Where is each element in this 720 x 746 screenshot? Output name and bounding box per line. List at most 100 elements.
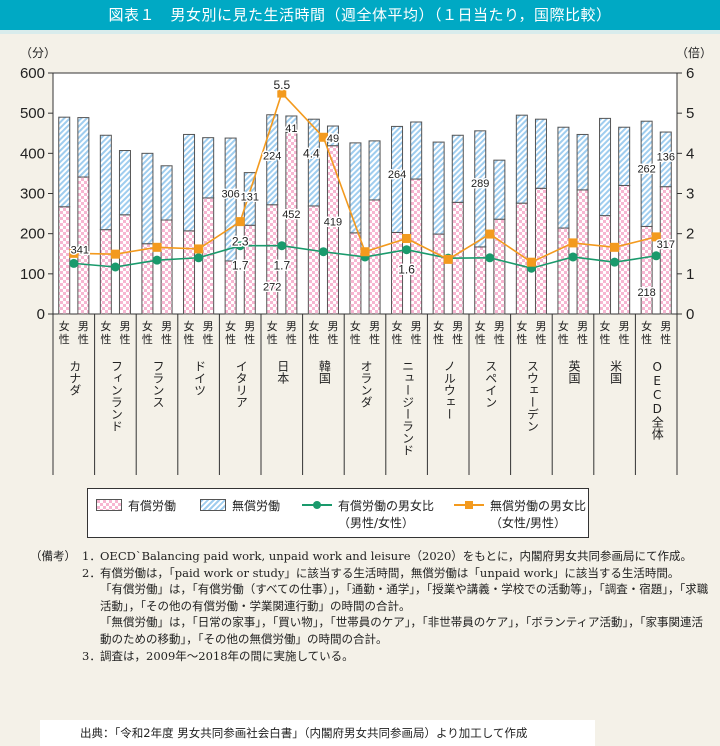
sex-label: 性 <box>619 332 630 346</box>
country-label: スペイン <box>483 360 498 408</box>
bar-unpaid-male <box>202 137 215 199</box>
bar-unpaid-female <box>515 114 528 204</box>
bar-paid-female <box>141 243 154 315</box>
paid-ratio-point <box>194 253 204 263</box>
bar-paid-male <box>618 184 631 315</box>
paid-ratio-point <box>402 245 412 255</box>
sex-label: 性 <box>577 332 588 346</box>
data-label: 1.6 <box>398 263 415 277</box>
left-axis-tick-label: 200 <box>20 226 45 243</box>
sex-label: 男 <box>452 320 463 333</box>
legend-item-paid-ratio: 有償労働の男女比 （男性/女性） <box>302 497 434 531</box>
sex-label: 性 <box>203 332 214 346</box>
note-2-paid-definition: 「有償労働」は，「有償労働（すべての仕事）」，「通勤・通学」，「授業や講義・学校… <box>100 582 709 613</box>
sex-label: 女 <box>100 319 111 333</box>
bar-unpaid-female <box>391 125 404 233</box>
sex-label: 性 <box>350 332 361 346</box>
legend-unpaid-ratio-line2: （女性/男性） <box>490 516 567 530</box>
unpaid-swatch <box>200 499 226 511</box>
country-label: イタリア <box>234 360 249 408</box>
right-axis-tick-label: 3 <box>686 186 694 203</box>
unpaid-ratio-point <box>152 242 162 252</box>
sex-label: 男 <box>660 320 671 333</box>
left-axis-tick-label: 300 <box>20 186 45 203</box>
sex-label: 女 <box>267 319 278 333</box>
right-axis-unit: （倍） <box>676 45 712 60</box>
bar-paid-female <box>99 229 112 315</box>
sex-label: 性 <box>267 332 278 346</box>
bar-unpaid-male <box>493 159 506 220</box>
data-label: 262 <box>637 164 655 176</box>
bar-paid-male <box>326 145 339 315</box>
legend-item-unpaid-ratio: 無償労働の男女比 （女性/男性） <box>454 497 586 531</box>
country-label: ドイツ <box>192 360 207 396</box>
country-label: 英国 <box>567 360 581 384</box>
unpaid-ratio-point <box>526 257 536 267</box>
unpaid-ratio-point <box>194 244 204 254</box>
data-label: 218 <box>637 287 655 299</box>
note-text: 有償労働は，「paid work or study」に該当する生活時間，無償労働… <box>100 565 680 580</box>
green-circle-line-icon <box>302 497 332 511</box>
country-label: ニュージーランド <box>400 360 415 456</box>
chart: （分） （倍） 0 100 200 300 400 500 600 0 1 2 3 4 5 6 341 30… <box>20 45 712 475</box>
bar-unpaid-female <box>474 130 487 248</box>
sex-label: 女 <box>641 319 652 333</box>
bar-unpaid-male <box>451 134 464 203</box>
note-text: OECD`Balancing paid work, unpaid work an… <box>100 549 692 563</box>
bar-paid-female <box>58 206 71 315</box>
bar-unpaid-female <box>349 142 362 234</box>
right-axis-tick-label: 5 <box>686 105 694 122</box>
bar-paid-male <box>493 218 506 315</box>
sex-label: 性 <box>516 332 527 346</box>
sex-label: 性 <box>392 332 403 346</box>
bar-unpaid-female <box>99 134 112 231</box>
sex-label: 男 <box>161 320 172 333</box>
sex-label: 性 <box>308 332 319 346</box>
left-axis-unit: （分） <box>20 46 56 60</box>
sex-label: 性 <box>535 332 546 346</box>
bar-unpaid-male <box>160 165 173 221</box>
sex-label: 男 <box>244 320 255 333</box>
bar-unpaid-male <box>659 131 672 188</box>
sex-label: 女 <box>516 319 527 333</box>
data-label: 1.7 <box>273 259 290 273</box>
paid-ratio-point <box>651 251 661 261</box>
legend-paid-ratio-line2: （男性/女性） <box>338 516 415 530</box>
sex-label: 性 <box>59 332 70 346</box>
sex-label: 性 <box>161 332 172 346</box>
paid-ratio-point <box>152 255 162 265</box>
bar-unpaid-female <box>266 114 279 206</box>
bar-unpaid-female <box>141 152 154 245</box>
unpaid-ratio-point <box>235 217 245 227</box>
left-axis-tick-label: 0 <box>37 306 45 323</box>
unpaid-ratio-point <box>318 132 328 142</box>
sex-label: 男 <box>119 320 130 333</box>
country-label: ノルウェー <box>442 360 457 420</box>
paid-ratio-point <box>568 252 578 262</box>
sex-label: 男 <box>577 320 588 333</box>
sex-label: 性 <box>225 332 236 346</box>
sex-label: 女 <box>308 319 319 333</box>
data-label: 131 <box>241 191 259 203</box>
bar-paid-female <box>599 215 612 315</box>
country-label: カナダ <box>67 360 82 396</box>
sex-label: 性 <box>660 332 671 346</box>
country-label: 米国 <box>608 360 623 384</box>
sex-label: 男 <box>411 320 422 333</box>
data-label: 136 <box>657 152 675 164</box>
left-axis-tick-label: 100 <box>20 266 45 283</box>
data-label: 49 <box>327 133 339 145</box>
sex-label: 女 <box>59 319 70 333</box>
paid-ratio-point <box>277 241 287 251</box>
source-citation: 出典：「令和2年度 男女共同参画社会白書」（内閣府男女共同参画局）より加工して作… <box>40 720 595 746</box>
data-label: 1.7 <box>232 259 249 273</box>
country-label: 日本 <box>275 360 290 384</box>
sex-label: 性 <box>411 332 422 346</box>
sex-label: 女 <box>600 319 611 333</box>
sex-label: 女 <box>558 319 569 333</box>
data-label: 317 <box>657 239 675 251</box>
note-number: 2． <box>82 565 101 580</box>
unpaid-ratio-point <box>360 247 370 257</box>
paid-ratio-point <box>485 253 495 263</box>
bar-paid-male <box>576 189 589 315</box>
